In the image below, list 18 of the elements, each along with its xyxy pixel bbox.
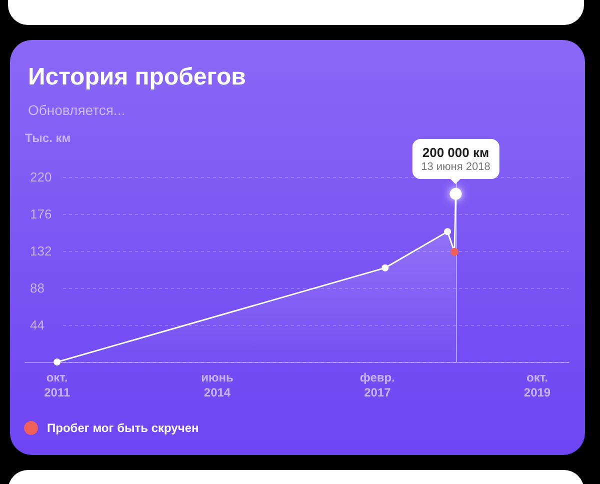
x-tick-label: окт. 2011 <box>44 370 70 400</box>
x-tick-label: февр. 2017 <box>360 370 395 400</box>
chart-title: История пробегов <box>28 64 246 90</box>
point <box>54 358 61 366</box>
point <box>450 248 458 256</box>
chart-subtitle: Обновляется... <box>28 102 126 118</box>
y-tick-label: 132 <box>30 244 52 258</box>
legend-label: Пробег мог быть скручен <box>47 421 199 435</box>
point <box>444 228 452 236</box>
x-tick-label: окт. 2019 <box>524 370 551 400</box>
x-tick-label: июнь 2014 <box>201 370 234 400</box>
y-tick-label: 88 <box>30 280 44 296</box>
y-axis-title: Тыс. км <box>25 131 71 145</box>
y-tick-label: 220 <box>30 170 52 184</box>
annotation: 200 000 км 13 июня 2018 <box>421 144 490 174</box>
y-tick-label: 176 <box>30 206 52 222</box>
point <box>382 264 389 272</box>
y-tick-label: 44 <box>30 318 44 332</box>
